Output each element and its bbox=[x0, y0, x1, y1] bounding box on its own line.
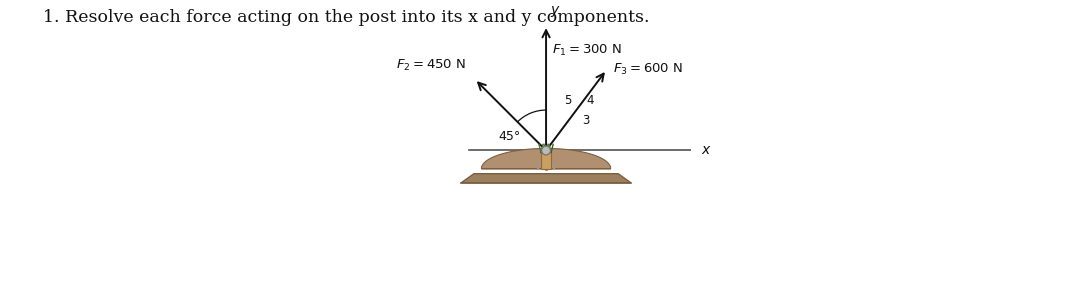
Text: 3: 3 bbox=[582, 114, 590, 127]
Text: x: x bbox=[702, 144, 710, 158]
Text: 1. Resolve each force acting on the post into its x and y components.: 1. Resolve each force acting on the post… bbox=[43, 9, 650, 26]
Text: 45°: 45° bbox=[499, 130, 521, 143]
Text: y: y bbox=[550, 3, 558, 17]
Polygon shape bbox=[461, 174, 631, 183]
Text: 4: 4 bbox=[586, 94, 593, 107]
Text: $F_2 = 450$ N: $F_2 = 450$ N bbox=[396, 58, 467, 73]
Text: $F_1 = 300$ N: $F_1 = 300$ N bbox=[552, 43, 622, 58]
Text: $F_3 = 600$ N: $F_3 = 600$ N bbox=[612, 62, 683, 77]
Polygon shape bbox=[482, 148, 610, 169]
Text: 5: 5 bbox=[564, 94, 571, 107]
Bar bbox=[541, 152, 551, 169]
Circle shape bbox=[541, 146, 551, 155]
